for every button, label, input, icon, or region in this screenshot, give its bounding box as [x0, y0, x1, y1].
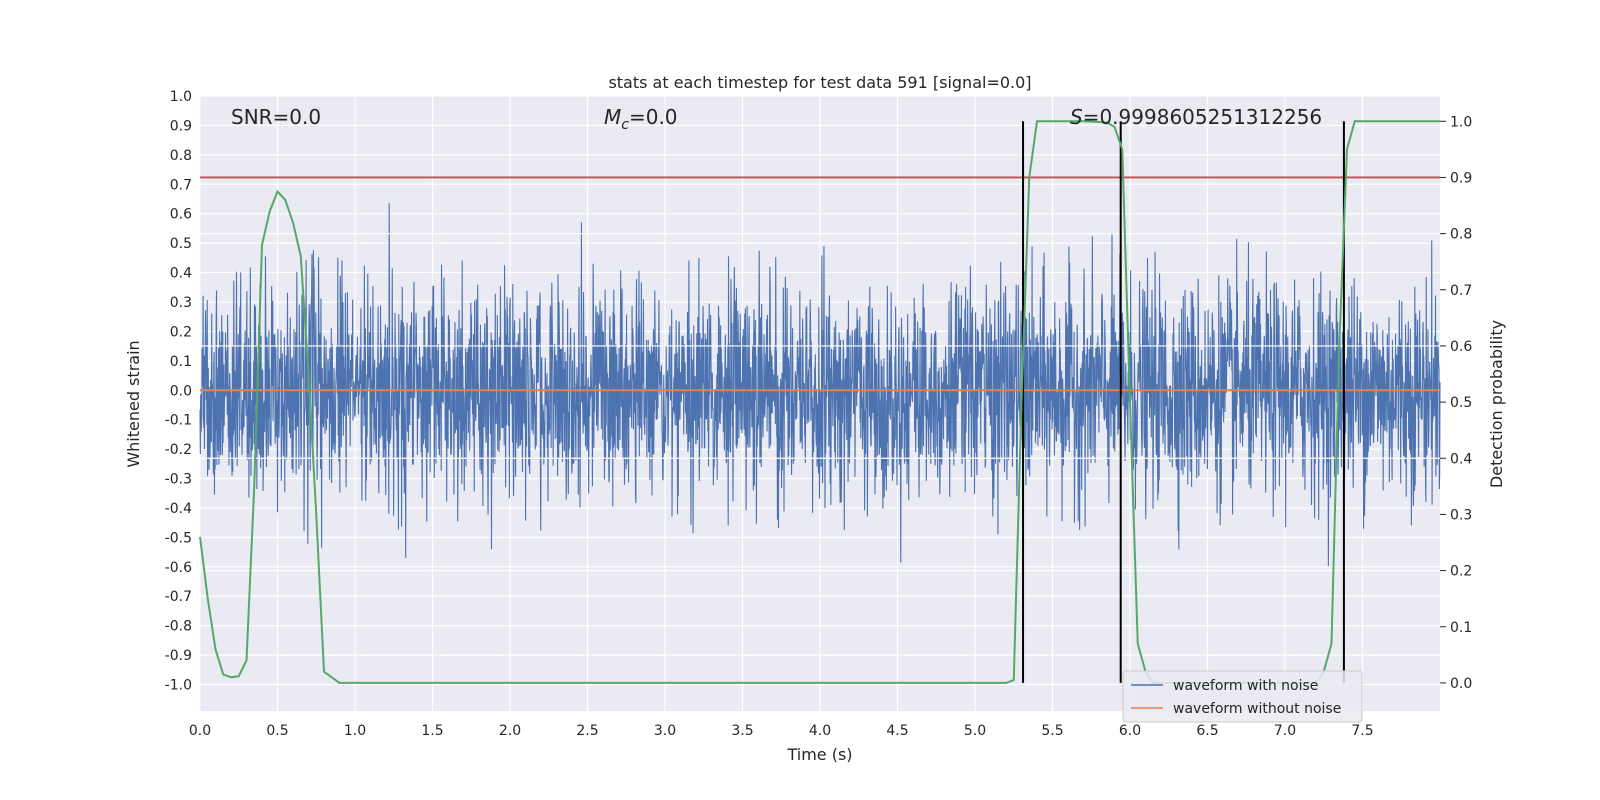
x-tick-label: 0.5	[266, 723, 288, 739]
x-tick-label: 1.0	[344, 723, 366, 739]
score-value: =0.9998605251312256	[1083, 105, 1322, 129]
y-right-tick-label: 0.1	[1450, 620, 1472, 636]
legend: waveform with noise waveform without noi…	[1122, 670, 1363, 723]
legend-box	[1122, 670, 1363, 723]
legend-label-clean: waveform without noise	[1173, 701, 1341, 717]
legend-label-noise: waveform with noise	[1173, 678, 1318, 694]
x-tick-label: 2.0	[499, 723, 521, 739]
y-right-tick-label: 0.0	[1450, 676, 1472, 692]
y-left-tick-label: 0.5	[170, 236, 192, 252]
tick-labels: 0.0 0.5 1.0 1.5 2.0 2.5 3.0 3.5 4.0 4.5 5.0 5.5 6.0 6…	[165, 89, 1473, 739]
x-tick-label: 3.0	[654, 723, 676, 739]
y-right-tick-label: 0.4	[1450, 451, 1472, 467]
chirp-mass-annotation: Mc=0.0	[604, 105, 678, 133]
y-left-tick-label: -0.8	[165, 619, 192, 635]
y-left-tick-label: 0.4	[170, 266, 192, 282]
y-left-tick-label: -0.5	[165, 530, 192, 546]
y-right-tick-label: 0.7	[1450, 283, 1472, 299]
chirp-mass-subscript: c	[621, 117, 629, 133]
y-left-tick-label: 0.0	[170, 383, 192, 399]
score-annotation: S=0.9998605251312256	[1070, 105, 1322, 129]
y-left-tick-label: -0.1	[165, 413, 192, 429]
y-left-tick-label: 1.0	[170, 89, 192, 105]
y-left-tick-label: 0.1	[170, 354, 192, 370]
y-left-tick-label: -0.6	[165, 560, 192, 576]
y-right-tick-label: 0.6	[1450, 339, 1472, 355]
y-right-tick-label: 0.9	[1450, 170, 1472, 186]
y-left-tick-label: -0.2	[165, 442, 192, 458]
x-tick-label: 6.5	[1196, 723, 1218, 739]
y-left-tick-label: -1.0	[165, 678, 192, 694]
x-axis-label: Time (s)	[786, 745, 852, 764]
x-tick-label: 1.5	[421, 723, 443, 739]
y-right-tick-label: 0.3	[1450, 507, 1472, 523]
y-axis-label-left: Whitened strain	[124, 340, 143, 467]
snr-annotation: SNR=0.0	[231, 105, 321, 129]
chirp-mass-value: =0.0	[629, 105, 678, 129]
chirp-mass-symbol: M	[604, 105, 621, 129]
x-tick-label: 4.0	[809, 723, 831, 739]
chart-title: stats at each timestep for test data 591…	[608, 73, 1031, 92]
x-tick-label: 4.5	[886, 723, 908, 739]
noisy-waveform-series	[199, 203, 1441, 572]
y-left-tick-label: -0.9	[165, 648, 192, 664]
y-left-tick-label: -0.7	[165, 589, 192, 605]
y-left-tick-label: -0.3	[165, 472, 192, 488]
x-tick-label: 0.0	[189, 723, 211, 739]
x-tick-label: 5.0	[964, 723, 986, 739]
x-tick-label: 6.0	[1119, 723, 1141, 739]
y-left-tick-label: 0.7	[170, 177, 192, 193]
y-left-tick-label: 0.9	[170, 118, 192, 134]
x-tick-label: 7.5	[1351, 723, 1373, 739]
x-tick-label: 2.5	[576, 723, 598, 739]
waveform-with-noise-line	[199, 203, 1441, 567]
y-left-tick-label: 0.8	[170, 148, 192, 164]
y-left-tick-label: 0.3	[170, 295, 192, 311]
y-right-tick-label: 0.2	[1450, 564, 1472, 580]
y-right-tick-label: 1.0	[1450, 114, 1472, 130]
y-right-tick-label: 0.8	[1450, 227, 1472, 243]
y-right-tick-label: 0.5	[1450, 395, 1472, 411]
score-symbol: S	[1070, 105, 1083, 129]
x-tick-label: 7.0	[1274, 723, 1296, 739]
y-left-tick-label: -0.4	[165, 501, 192, 517]
x-tick-label: 5.5	[1041, 723, 1063, 739]
y-left-tick-label: 0.6	[170, 207, 192, 223]
y-axis-label-right: Detection probability	[1487, 320, 1506, 488]
x-tick-label: 3.5	[731, 723, 753, 739]
y-left-tick-label: 0.2	[170, 324, 192, 340]
